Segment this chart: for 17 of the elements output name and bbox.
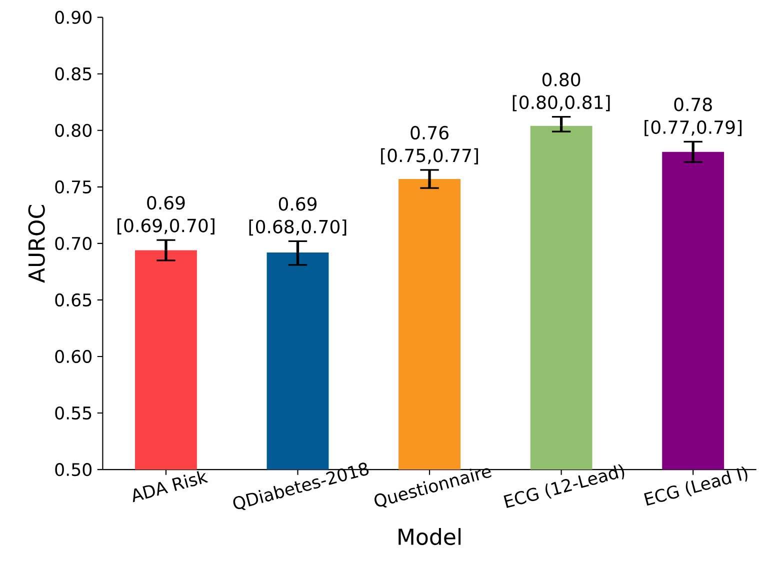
y-tick-label: 0.50 <box>55 462 92 476</box>
data-label: 0.80 [0.80,0.81] <box>512 72 610 112</box>
y-tick-label: 0.90 <box>55 10 92 24</box>
y-tick-label: 0.65 <box>55 293 92 306</box>
x-tick-label: ADA Risk <box>132 470 208 502</box>
y-tick-label: 0.75 <box>55 180 92 194</box>
data-label: 0.69 [0.68,0.70] <box>249 197 346 236</box>
y-tick-label: 0.60 <box>55 350 92 363</box>
y-axis-title: AUROC <box>28 204 45 283</box>
data-label: 0.78 [0.77,0.79] <box>644 98 742 136</box>
y-tick-label: 0.55 <box>55 406 92 420</box>
x-axis-title: Model <box>398 528 461 545</box>
y-tick-label: 0.80 <box>55 124 92 137</box>
y-tick-label: 0.70 <box>55 236 92 250</box>
y-tick-label: 0.85 <box>55 67 92 80</box>
data-label: 0.76 [0.75,0.77] <box>381 126 478 164</box>
data-label: 0.69 [0.69,0.70] <box>118 196 214 234</box>
